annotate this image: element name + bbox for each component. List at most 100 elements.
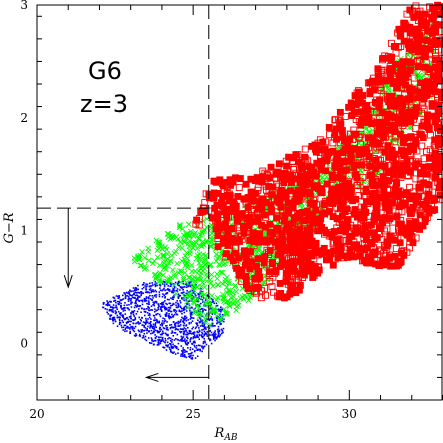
data-point-blue (160, 339, 163, 342)
data-point-blue (150, 291, 152, 294)
data-point-blue (185, 305, 188, 308)
data-point-blue (138, 334, 141, 337)
data-point-blue (170, 304, 172, 307)
data-point-red (384, 240, 392, 248)
data-point-blue (156, 309, 159, 311)
data-point-green (191, 230, 198, 237)
data-point-blue (155, 326, 157, 329)
data-point-red (359, 112, 367, 120)
data-point-blue (165, 283, 168, 285)
data-point-green (196, 313, 202, 320)
data-point-green (160, 272, 167, 278)
data-point-blue (189, 312, 192, 314)
data-point-blue (153, 315, 155, 317)
data-point-red (413, 27, 421, 35)
data-point-blue (182, 321, 185, 324)
data-point-blue (212, 333, 215, 335)
data-point-blue (143, 308, 146, 310)
data-point-blue (152, 290, 154, 293)
data-point-blue (173, 309, 175, 311)
data-point-blue (180, 328, 183, 331)
data-point-blue (203, 334, 206, 337)
data-point-blue (145, 299, 148, 302)
data-point-blue (118, 318, 121, 321)
data-point-blue (154, 324, 157, 327)
data-point-red (371, 212, 379, 220)
data-point-blue (114, 320, 117, 323)
data-point-blue (159, 330, 161, 333)
data-point-blue (132, 310, 135, 313)
data-point-red (414, 94, 422, 102)
data-point-red (398, 248, 406, 255)
data-point-blue (124, 296, 127, 298)
data-point-red (351, 206, 359, 213)
data-point-blue (192, 341, 195, 344)
data-point-blue (161, 332, 164, 335)
data-point-blue (157, 321, 159, 324)
data-point-blue (152, 330, 155, 332)
data-point-blue (128, 309, 131, 311)
data-point-blue (169, 310, 172, 313)
data-point-blue (182, 324, 185, 327)
data-point-blue (184, 328, 187, 330)
data-point-blue (211, 322, 214, 324)
data-point-blue (170, 343, 172, 346)
data-point-blue (134, 335, 137, 337)
data-point-red (250, 197, 257, 205)
data-point-blue (154, 334, 156, 336)
data-point-red (413, 147, 421, 155)
data-point-green (200, 218, 206, 224)
data-point-green (193, 255, 200, 262)
data-point-red (396, 26, 404, 34)
data-point-blue (208, 327, 211, 329)
data-point-blue (190, 312, 193, 315)
data-point-red (336, 160, 344, 168)
data-point-red (391, 138, 399, 146)
data-point-blue (136, 310, 139, 313)
data-point-green (323, 173, 330, 180)
data-point-red (407, 29, 415, 37)
data-point-blue (112, 311, 115, 313)
data-point-blue (175, 306, 178, 309)
data-point-blue (176, 313, 179, 316)
data-point-blue (128, 297, 131, 300)
data-point-blue (200, 288, 202, 290)
data-point-red (318, 160, 325, 168)
data-point-blue (161, 302, 163, 304)
data-point-blue (117, 310, 120, 313)
data-point-red (368, 240, 376, 248)
data-point-blue (204, 309, 207, 311)
data-point-blue (147, 303, 150, 305)
data-point-blue (199, 348, 201, 351)
data-point-blue (158, 336, 160, 339)
data-point-red (356, 133, 364, 141)
data-point-green (226, 303, 233, 310)
data-point-red (428, 100, 436, 108)
data-point-red (304, 157, 312, 165)
data-point-blue (204, 305, 207, 307)
data-point-blue (176, 283, 179, 286)
data-point-blue (201, 322, 204, 325)
data-point-blue (173, 287, 175, 290)
data-point-blue (178, 281, 181, 283)
data-point-blue (152, 303, 154, 306)
data-point-blue (172, 291, 175, 294)
data-point-blue (161, 289, 163, 292)
data-point-blue (186, 303, 188, 306)
data-point-blue (160, 328, 163, 331)
data-point-green (182, 269, 188, 276)
data-point-blue (131, 327, 133, 329)
data-point-red (236, 211, 244, 219)
data-point-blue (154, 289, 157, 292)
data-point-red (235, 227, 243, 235)
data-point-blue (171, 289, 174, 292)
data-point-red (437, 112, 443, 120)
data-point-red (396, 259, 404, 267)
data-point-green (195, 235, 202, 242)
data-point-blue (104, 307, 107, 310)
data-point-blue (216, 336, 219, 339)
data-point-blue (145, 296, 148, 298)
data-point-blue (157, 312, 159, 315)
data-point-red (353, 243, 361, 251)
